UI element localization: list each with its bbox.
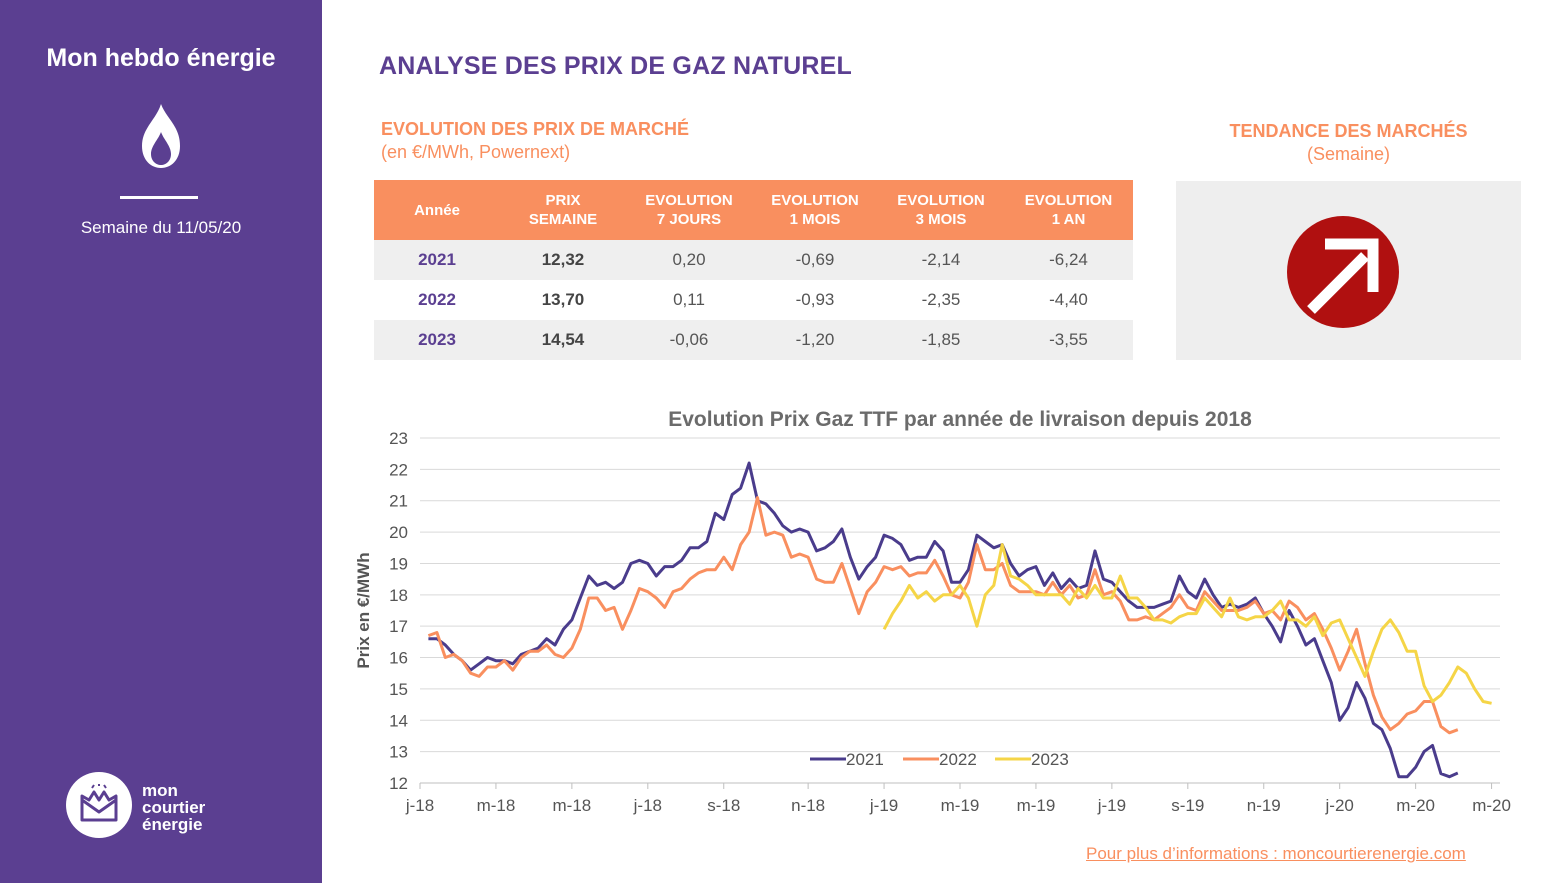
header-price: PRIX SEMAINE — [500, 180, 626, 240]
table-row: 2023 14,54 -0,06 -1,20 -1,85 -3,55 — [374, 320, 1133, 360]
legend-label: 2022 — [939, 750, 977, 769]
y-tick-label: 16 — [389, 649, 408, 668]
x-tick-label: s-18 — [707, 796, 740, 815]
y-axis-label: Prix en €/MWh — [354, 552, 373, 668]
cell-evo-3m: -1,85 — [878, 320, 1004, 360]
x-tick-label: m-19 — [941, 796, 980, 815]
series-line-2023 — [882, 543, 1492, 705]
cell-evo-1y: -6,24 — [1004, 240, 1133, 280]
legend-label: 2021 — [846, 750, 884, 769]
arrow-up-right-icon — [1287, 216, 1399, 328]
y-tick-label: 18 — [389, 586, 408, 605]
x-tick-label: m-18 — [553, 796, 592, 815]
week-label: Semaine du 11/05/20 — [80, 218, 242, 237]
cell-evo-1y: -3,55 — [1004, 320, 1133, 360]
cell-evo-7d: -0,06 — [626, 320, 752, 360]
logo-text: mon courtier énergie — [142, 782, 205, 833]
y-tick-label: 14 — [389, 711, 408, 730]
y-tick-label: 19 — [389, 554, 408, 573]
section-subtitle: (en €/MWh, Powernext) — [381, 142, 571, 162]
cell-evo-1y: -4,40 — [1049, 290, 1088, 309]
chart-title: Evolution Prix Gaz TTF par année de livr… — [668, 408, 1252, 431]
y-tick-label: 21 — [389, 492, 408, 511]
section-title: EVOLUTION DES PRIX DE MARCHÉ — [381, 119, 690, 139]
y-tick-label: 22 — [389, 460, 408, 479]
table-row: 2022 13,70 0,11 -0,93 -2,35 -4,40 — [374, 280, 1133, 320]
series-line-2022 — [427, 496, 1459, 735]
x-tick-label: j-19 — [1097, 796, 1126, 815]
cell-price: 14,54 — [500, 320, 626, 360]
series-line-2021 — [428, 461, 1459, 779]
divider — [120, 196, 198, 199]
x-tick-label: m-20 — [1396, 796, 1435, 815]
x-tick-label: m-18 — [477, 796, 516, 815]
cell-evo-1m: -0,93 — [795, 290, 835, 309]
cell-evo-1m: -0,69 — [752, 240, 878, 280]
header-year: Année — [374, 180, 500, 240]
flame-icon — [136, 102, 186, 170]
y-tick-label: 12 — [389, 774, 408, 793]
x-tick-label: j-20 — [1325, 796, 1354, 815]
table-header-row: Année PRIX SEMAINE EVOLUTION 7 JOURS EVOLU… — [374, 180, 1133, 240]
cell-evo-7d: 0,20 — [626, 240, 752, 280]
x-tick-label: n-18 — [791, 796, 825, 815]
app-title: Mon hebdo énergie — [46, 44, 276, 72]
header-evo-1y: EVOLUTION 1 AN — [1004, 180, 1133, 240]
y-tick-label: 13 — [389, 743, 408, 762]
y-tick-label: 20 — [389, 523, 408, 542]
trend-title: TENDANCE DES MARCHÉS — [1229, 121, 1468, 141]
x-tick-label: j-18 — [405, 796, 434, 815]
logo-line: mon — [142, 781, 178, 800]
cell-evo-3m: -2,35 — [921, 290, 961, 309]
cell-year: 2023 — [374, 320, 500, 360]
x-tick-label: m-20 — [1472, 796, 1511, 815]
x-tick-label: j-19 — [869, 796, 898, 815]
x-tick-label: n-19 — [1247, 796, 1281, 815]
header-evo-1m: EVOLUTION 1 MOIS — [752, 180, 878, 240]
x-tick-label: m-19 — [1017, 796, 1056, 815]
cell-evo-7d: 0,11 — [673, 290, 705, 309]
x-tick-label: j-18 — [633, 796, 662, 815]
header-evo-3m: EVOLUTION 3 MOIS — [878, 180, 1004, 240]
cell-year: 2021 — [374, 240, 500, 280]
logo-icon — [66, 772, 132, 838]
header-evo-7d: EVOLUTION 7 JOURS — [626, 180, 752, 240]
sidebar: Mon hebdo énergie Semaine du 11/05/20 mo… — [0, 0, 322, 883]
cell-year: 2022 — [418, 290, 456, 309]
cell-evo-1m: -1,20 — [752, 320, 878, 360]
trend-subtitle: (Semaine) — [1306, 144, 1391, 164]
cell-price: 13,70 — [541, 290, 585, 309]
logo-line: courtier — [142, 798, 206, 817]
x-tick-label: s-19 — [1171, 796, 1204, 815]
cell-price: 12,32 — [500, 240, 626, 280]
cell-evo-3m: -2,14 — [878, 240, 1004, 280]
price-table: Année PRIX SEMAINE EVOLUTION 7 JOURS EVOLU… — [374, 180, 1133, 360]
website-link[interactable]: Pour plus d’informations : moncourtieren… — [1086, 844, 1466, 863]
y-tick-label: 15 — [389, 680, 408, 699]
trend-panel — [1176, 181, 1521, 360]
y-tick-label: 23 — [389, 429, 408, 448]
logo-line: énergie — [142, 815, 203, 834]
table-row: 2021 12,32 0,20 -0,69 -2,14 -6,24 — [374, 240, 1133, 280]
page-title: ANALYSE DES PRIX DE GAZ NATUREL — [379, 52, 852, 80]
legend-label: 2023 — [1031, 750, 1069, 769]
y-tick-label: 17 — [389, 617, 408, 636]
